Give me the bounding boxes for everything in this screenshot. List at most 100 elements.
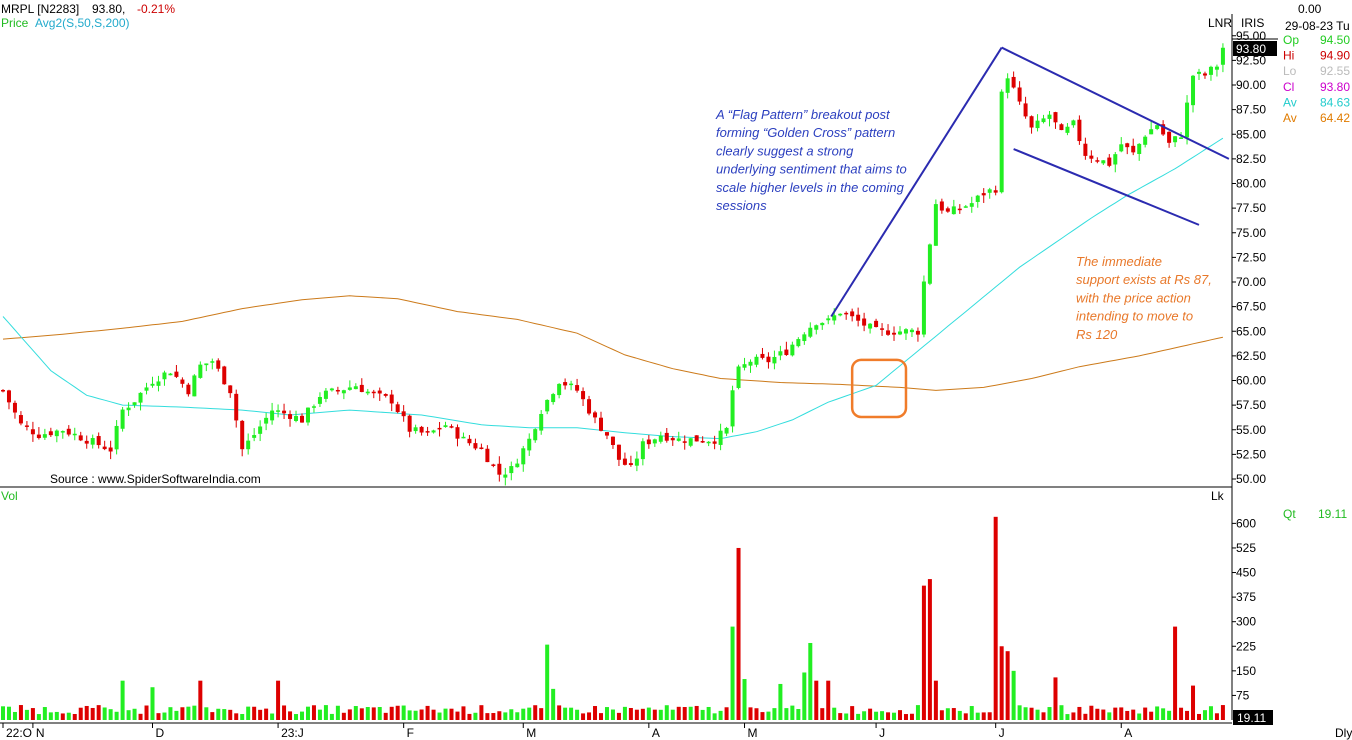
candle-body [407, 415, 412, 432]
candle-body [467, 438, 472, 444]
candle-body [461, 436, 466, 439]
candle-body [305, 407, 310, 423]
volume-bar [527, 707, 532, 720]
candle-body [240, 420, 245, 450]
price-tick-label: 92.50 [1236, 53, 1266, 67]
volume-bar [413, 710, 418, 720]
volume-bar [90, 707, 95, 720]
candle-body [252, 435, 257, 438]
volume-bar [198, 680, 203, 720]
candle-body [216, 360, 221, 369]
volume-bar [12, 711, 17, 720]
candle-body [323, 390, 328, 399]
candle-body [389, 394, 394, 404]
candle-body [1113, 154, 1118, 165]
volume-bar [84, 705, 89, 720]
volume-bar [240, 713, 245, 720]
volume-bar [730, 626, 735, 720]
candle-body [1125, 143, 1130, 148]
candle-body [1005, 78, 1010, 93]
candle-body [515, 463, 520, 468]
candle-body [748, 361, 753, 366]
volume-bar [425, 705, 430, 720]
volume-bar [593, 706, 598, 720]
volume-bar [628, 707, 633, 720]
candle-body [778, 351, 783, 356]
candle-body [1089, 155, 1094, 159]
candle-body [957, 208, 962, 211]
candle-body [144, 387, 149, 391]
volume-bar [258, 709, 263, 720]
volume-bar [401, 705, 406, 720]
volume-bar [1, 706, 5, 720]
volume-bar [216, 708, 221, 720]
candle-body [700, 441, 705, 443]
volume-bar [204, 707, 209, 720]
candle-body [712, 441, 717, 444]
volume-bar [1029, 707, 1034, 720]
volume-bar [156, 713, 161, 720]
x-tick-label: M [526, 726, 536, 740]
price-tick-label: 72.50 [1236, 250, 1266, 264]
volume-bar [1191, 685, 1196, 720]
volume-bar [389, 706, 394, 720]
volume-bar [72, 713, 77, 720]
candle-body [892, 332, 897, 335]
volume-bar [844, 713, 849, 720]
candle-body [903, 329, 908, 334]
candle-body [282, 410, 287, 414]
candle-body [156, 381, 161, 386]
candle-body [264, 417, 269, 424]
volume-bar [856, 713, 861, 720]
candle-body [975, 195, 980, 202]
ohlc-key: Av [1283, 111, 1297, 125]
volume-tick-label: 300 [1236, 615, 1256, 629]
candle-body [395, 404, 400, 413]
volume-bar [1167, 710, 1172, 720]
candle-body [162, 372, 167, 380]
candle-body [180, 379, 185, 384]
volume-bar [1173, 626, 1178, 720]
candle-body [371, 391, 376, 394]
volume-bar [927, 579, 932, 720]
volume-tick-label: 525 [1236, 541, 1256, 555]
volume-bar [676, 706, 681, 720]
candle-body [754, 356, 759, 365]
ohlc-panel: Op 94.50 Hi 94.90 Lo 92.55 Cl 93.80 Av 84.63 Av 64.… [1283, 33, 1350, 125]
volume-bar [742, 679, 747, 720]
annotation-line: sessions [716, 198, 767, 213]
candle-body [192, 375, 197, 397]
volume-bar [102, 707, 107, 720]
candle-body [66, 428, 71, 435]
ma200-series [2, 295, 1224, 391]
candle-body [718, 430, 723, 445]
candle-body [234, 393, 239, 421]
candle-body [987, 189, 992, 193]
volume-bar [646, 707, 651, 720]
volume-bar [975, 712, 980, 720]
volume-bar [748, 707, 753, 720]
candle-body [1059, 124, 1064, 131]
volume-bar [383, 712, 388, 720]
ohlc-value: 94.90 [1320, 49, 1350, 63]
candle-body [969, 203, 974, 207]
volume-ticks: 600 525 450 375 300 225 150 75 [1232, 516, 1256, 702]
candle-body [909, 329, 914, 333]
volume-bar [1149, 711, 1154, 720]
ma50-series [2, 137, 1224, 440]
volume-bar [359, 708, 364, 720]
candle-body [1029, 116, 1034, 128]
volume-bar [838, 713, 843, 720]
volume-bar [509, 709, 514, 720]
volume-bar [1131, 709, 1136, 720]
volume-bar [317, 709, 322, 720]
candle-body [258, 426, 263, 434]
volume-bar [443, 708, 448, 720]
candle-body [850, 311, 855, 317]
volume-bar [276, 680, 281, 720]
volume-bar [311, 705, 316, 720]
volume-bar [174, 710, 179, 720]
volume-bar [521, 708, 526, 720]
candle-body [485, 448, 490, 463]
